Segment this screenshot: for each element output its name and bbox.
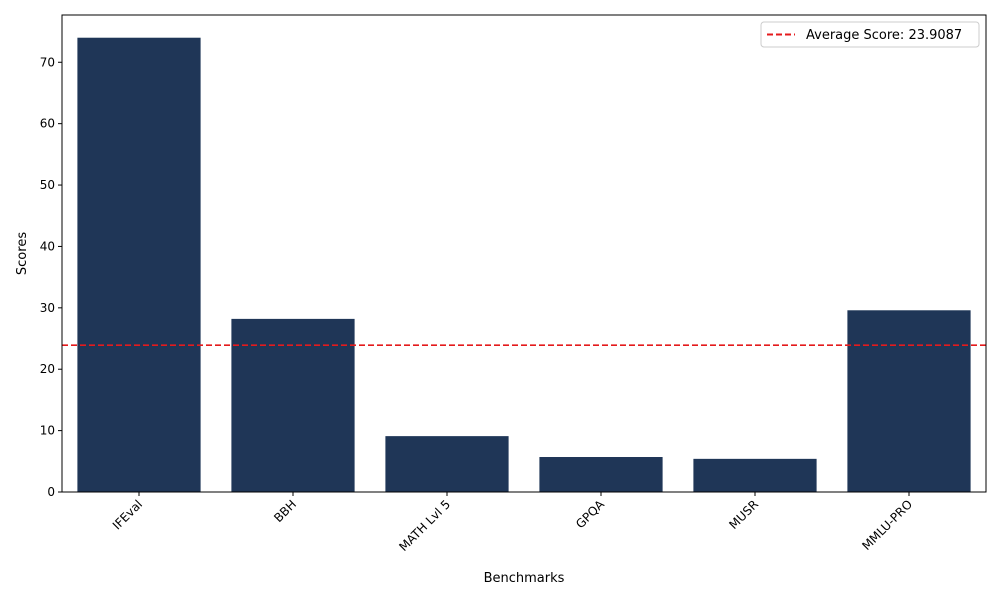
y-tick-label: 20 bbox=[40, 362, 55, 376]
plot-frame bbox=[61, 14, 987, 493]
y-tick-label: 70 bbox=[40, 55, 55, 69]
x-tick-label: MATH Lvl 5 bbox=[396, 497, 453, 554]
bar-mmlu-pro bbox=[847, 310, 971, 492]
x-tick-label: IFEval bbox=[110, 497, 145, 532]
y-axis-label: Scores bbox=[15, 232, 30, 275]
x-tick-label: BBH bbox=[271, 497, 299, 525]
y-tick-label: 60 bbox=[40, 117, 55, 131]
y-tick-label: 40 bbox=[40, 239, 55, 253]
bar-math-lvl-5 bbox=[385, 436, 509, 492]
x-axis-ticks: IFEval BBH MATH Lvl 5 GPQA MUSR MMLU-PRO bbox=[110, 492, 915, 554]
bar-musr bbox=[693, 458, 817, 492]
bars-group bbox=[77, 37, 971, 492]
bar-bbh bbox=[231, 318, 355, 492]
x-axis-label: Benchmarks bbox=[484, 571, 565, 586]
y-tick-label: 0 bbox=[47, 485, 55, 499]
x-tick-label: GPQA bbox=[573, 497, 608, 532]
legend-entry-label: Average Score: 23.9087 bbox=[806, 28, 962, 43]
y-tick-label: 50 bbox=[40, 178, 55, 192]
y-tick-label: 30 bbox=[40, 301, 55, 315]
legend-box bbox=[760, 21, 980, 48]
x-tick-label: MUSR bbox=[726, 497, 761, 532]
x-tick-label: MMLU-PRO bbox=[859, 497, 915, 553]
y-tick-label: 10 bbox=[40, 424, 55, 438]
legend: Average Score: 23.9087 bbox=[760, 21, 980, 48]
bar-gpqa bbox=[539, 457, 663, 492]
bar-ifeval bbox=[77, 37, 201, 492]
y-axis-ticks: 0 10 20 30 40 50 60 70 bbox=[40, 55, 62, 499]
